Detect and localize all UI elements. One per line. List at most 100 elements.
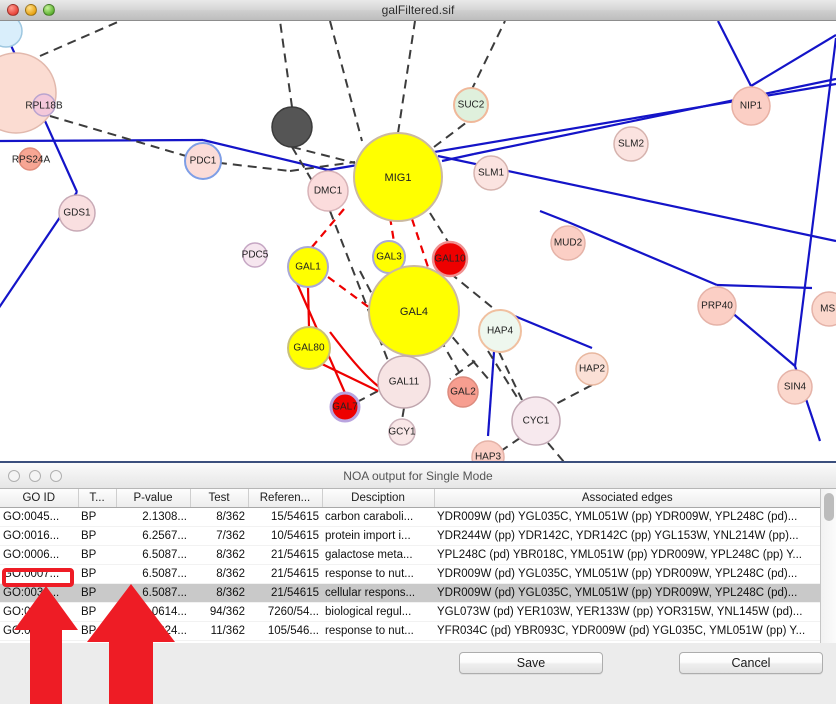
node-circle[interactable] <box>731 86 771 126</box>
node-circle[interactable] <box>453 87 489 123</box>
noa-maximize-button[interactable] <box>50 470 62 482</box>
cell-go-id: GO:0045... <box>0 507 78 527</box>
maximize-button[interactable] <box>43 4 55 16</box>
window-title: galFiltered.sif <box>381 3 455 17</box>
vertical-scrollbar[interactable] <box>820 489 836 645</box>
node-circle[interactable] <box>550 225 586 261</box>
noa-title: NOA output for Single Mode <box>343 468 493 483</box>
cell-description: cellular respons... <box>322 583 434 603</box>
cell-type: BP <box>78 583 116 603</box>
dialog-footer: Save Cancel <box>0 643 836 704</box>
node-circle[interactable] <box>811 291 836 327</box>
node-circle[interactable] <box>271 106 313 148</box>
node-circle[interactable] <box>575 352 609 386</box>
edge-pd <box>429 212 451 246</box>
edge-pd <box>500 437 521 452</box>
node-circle[interactable] <box>478 309 522 353</box>
column-header-go-id[interactable]: GO ID <box>0 489 79 508</box>
node-circle[interactable] <box>307 170 349 212</box>
node-circle[interactable] <box>32 93 56 117</box>
table-row[interactable]: GO:0007... BP 6.5087... 8/362 21/54615 respon… <box>0 564 820 584</box>
cell-reference: 105/546... <box>248 621 322 641</box>
network-canvas[interactable]: RPL18B RPS24A GDS1 PDC1 PDC5 SUC2 NIP1 S… <box>0 21 836 461</box>
edge-pp <box>716 283 813 290</box>
header-row: GO ID T... P-value Test Referen... Desci… <box>0 489 820 508</box>
cell-description: galactose meta... <box>322 545 434 565</box>
window-controls <box>7 4 55 16</box>
node-circle[interactable] <box>184 142 222 180</box>
goa-table[interactable]: GO ID T... P-value Test Referen... Desci… <box>0 489 820 644</box>
node-circle[interactable] <box>0 52 57 134</box>
column-header-test[interactable]: Test <box>190 489 249 508</box>
table-row[interactable]: GO:0045... BP 2.1308... 8/362 15/54615 carbon… <box>0 507 820 527</box>
node-circle[interactable] <box>447 376 479 408</box>
node-circle[interactable] <box>511 396 561 446</box>
node-circle[interactable] <box>388 418 416 446</box>
node-circle[interactable] <box>287 326 331 370</box>
edge-pp <box>539 209 569 224</box>
edge-pd <box>547 442 565 461</box>
cell-reference: 21/54615 <box>248 545 322 565</box>
save-button[interactable]: Save <box>459 652 603 674</box>
network-nodes[interactable]: RPL18B RPS24A GDS1 PDC1 PDC5 SUC2 NIP1 S… <box>0 21 836 461</box>
node-circle[interactable] <box>18 147 42 171</box>
node-circle[interactable] <box>329 391 361 423</box>
node-circle[interactable] <box>242 242 268 268</box>
cell-type: BP <box>78 545 116 565</box>
cell-p-value: 2.1308... <box>116 507 190 527</box>
cell-associated-edges: YFR034C (pd) YBR093C, YDR009W (pd) YGL03… <box>434 621 820 641</box>
edge-pp <box>0 138 204 143</box>
cell-reference: 21/54615 <box>248 564 322 584</box>
edge-pp <box>793 37 836 367</box>
column-header-p-value[interactable]: P-value <box>116 489 191 508</box>
minimize-button[interactable] <box>25 4 37 16</box>
node-circle[interactable] <box>353 132 443 222</box>
cell-reference: 7260/54... <box>248 602 322 622</box>
table-row[interactable]: GO:0065... BP 8.0614... 94/362 7260/54... bio… <box>0 602 820 622</box>
edge-pd <box>442 325 491 382</box>
node-circle[interactable] <box>777 369 813 405</box>
goa-table-container[interactable]: GO ID T... P-value Test Referen... Desci… <box>0 489 836 645</box>
cell-description: carbon caraboli... <box>322 507 434 527</box>
node-circle[interactable] <box>613 126 649 162</box>
table-row[interactable]: GO:0031... BP 6.5087... 8/362 21/54615 cellul… <box>0 583 820 603</box>
node-circle[interactable] <box>287 246 329 288</box>
node-circle[interactable] <box>58 194 96 232</box>
window-titlebar: galFiltered.sif <box>0 0 836 21</box>
column-header-type[interactable]: T... <box>78 489 117 508</box>
node-circle[interactable] <box>471 440 505 461</box>
table-row[interactable]: GO:0006... BP 6.5087... 8/362 21/54615 galact… <box>0 545 820 565</box>
cell-p-value: 6.5087... <box>116 564 190 584</box>
cell-p-value: 6.5087... <box>116 545 190 565</box>
noa-minimize-button[interactable] <box>29 470 41 482</box>
cell-test: 8/362 <box>190 583 248 603</box>
edge-pd <box>487 350 521 403</box>
close-button[interactable] <box>7 4 19 16</box>
noa-close-button[interactable] <box>8 470 20 482</box>
edge-pp <box>441 152 475 163</box>
noa-window-controls <box>8 470 62 482</box>
cell-type: BP <box>78 526 116 546</box>
cancel-button[interactable]: Cancel <box>679 652 823 674</box>
scrollbar-thumb[interactable] <box>824 493 834 521</box>
table-row[interactable]: GO:0016... BP 6.2567... 7/362 10/54615 protei… <box>0 526 820 546</box>
edge-pd <box>289 161 356 172</box>
goa-table-body[interactable]: GO:0045... BP 2.1308... 8/362 15/54615 carbon… <box>0 507 820 644</box>
node-circle[interactable] <box>0 21 23 48</box>
cell-associated-edges: YDR009W (pd) YGL035C, YML051W (pp) YDR00… <box>434 583 820 603</box>
table-row[interactable]: GO:0031... BP 1.3324... 11/362 105/546... res… <box>0 621 820 641</box>
network-graph[interactable]: RPL18B RPS24A GDS1 PDC1 PDC5 SUC2 NIP1 S… <box>0 21 836 461</box>
column-header-description[interactable]: Desciption <box>322 489 435 508</box>
node-circle[interactable] <box>697 286 737 326</box>
node-circle[interactable] <box>368 265 460 357</box>
column-header-reference[interactable]: Referen... <box>248 489 323 508</box>
node-circle[interactable] <box>473 155 509 191</box>
noa-titlebar: NOA output for Single Mode <box>0 463 836 489</box>
node-circle[interactable] <box>377 355 431 409</box>
node-circle[interactable] <box>431 240 469 278</box>
cell-p-value: 6.2567... <box>116 526 190 546</box>
cell-type: BP <box>78 621 116 641</box>
edge-pp <box>567 220 718 287</box>
column-header-associated-edges[interactable]: Associated edges <box>434 489 820 508</box>
edge-pd <box>356 390 379 403</box>
